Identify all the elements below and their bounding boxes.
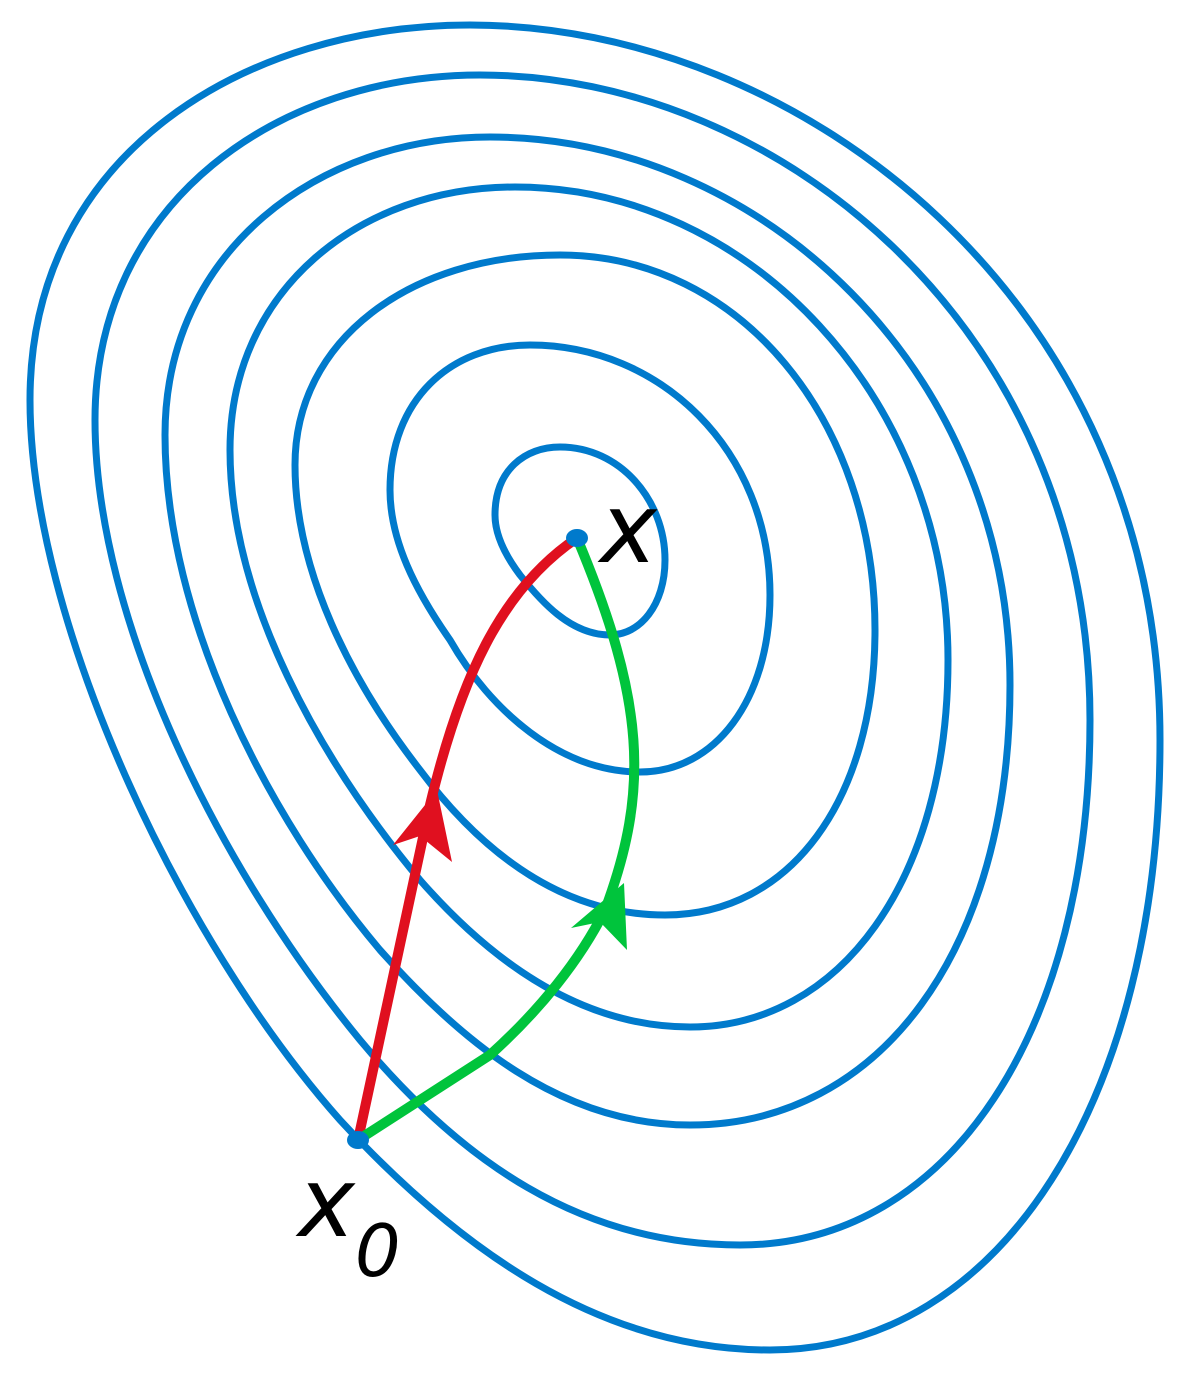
red-arrowhead <box>393 790 452 862</box>
contour-level-1 <box>26 21 1164 1354</box>
red-path <box>353 533 582 1145</box>
contour-level-6 <box>386 341 774 776</box>
start-label: x0 <box>295 1147 401 1293</box>
start-label-main: x <box>295 1147 356 1259</box>
optimum-point <box>566 529 588 547</box>
start-label-subscript: 0 <box>355 1209 401 1293</box>
contour-level-2 <box>91 71 1094 1249</box>
optimum-label: x <box>597 473 658 585</box>
contour-level-5 <box>291 251 879 919</box>
green-arrowhead <box>571 883 627 950</box>
green-path <box>353 533 640 1145</box>
contour-level-3 <box>161 133 1014 1129</box>
start-point <box>347 1131 369 1149</box>
contour-level-7 <box>491 443 669 639</box>
contour-level-4 <box>226 183 952 1031</box>
contour-lines <box>26 21 1164 1354</box>
